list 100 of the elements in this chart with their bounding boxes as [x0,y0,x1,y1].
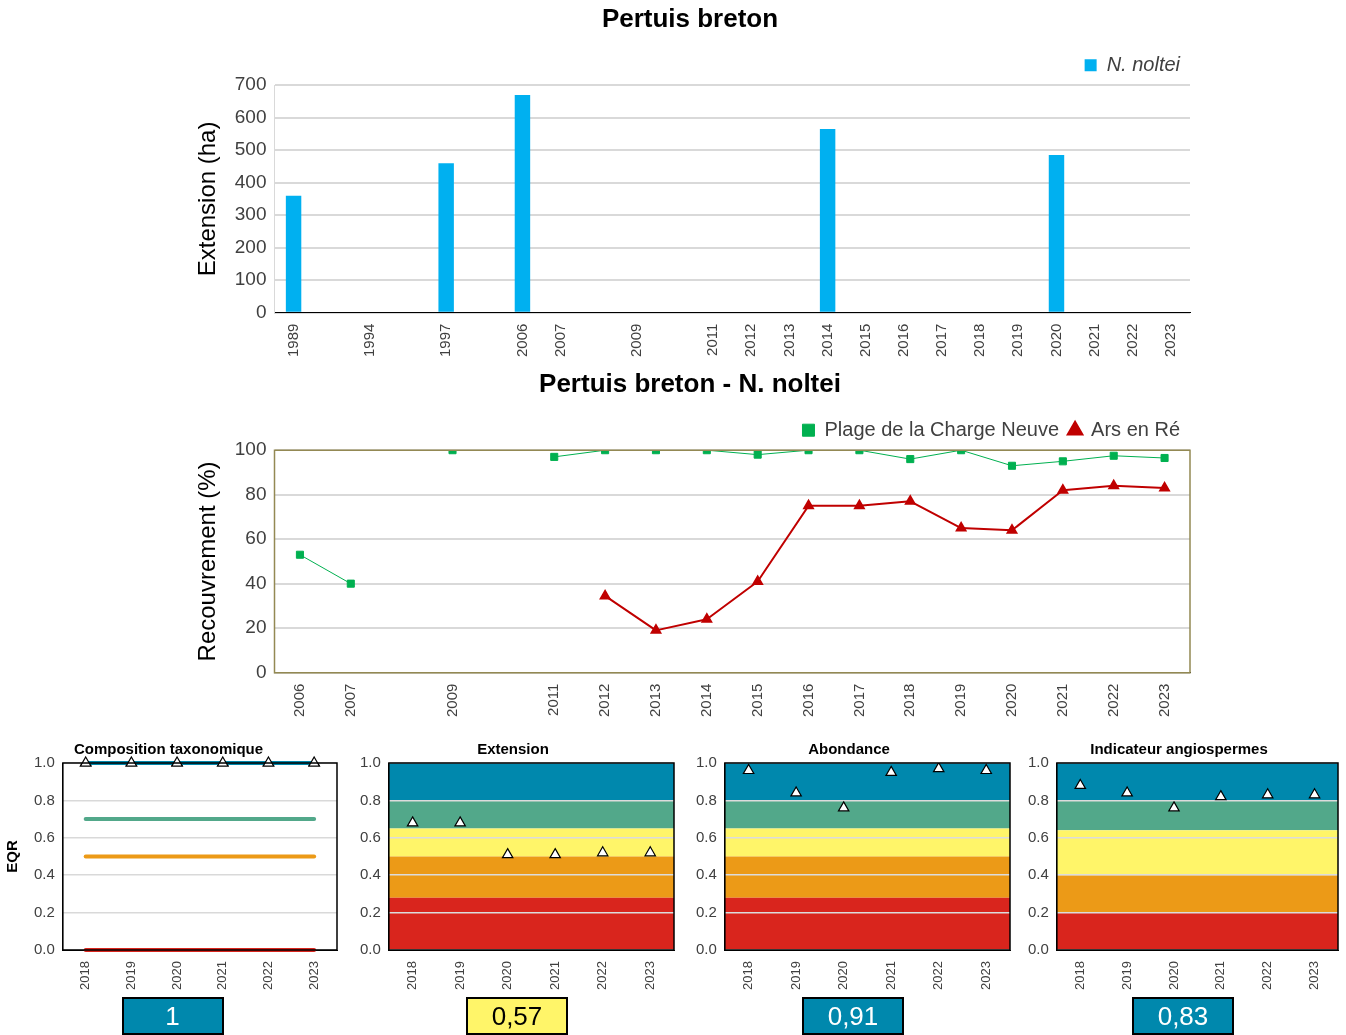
x-tick-label: 2022 [594,961,610,990]
y-tick-label: 200 [234,235,267,257]
x-tick-label: 2018 [740,961,756,990]
x-tick-label: 2023 [1161,323,1179,358]
chart-title: Composition taxonomique [73,740,264,758]
x-tick-label: 2021 [1212,961,1228,990]
y-tick-label: 0.2 [33,902,55,920]
x-tick-label: 2019 [1008,323,1026,358]
x-tick-label: 2018 [900,683,918,718]
y-axis-title: Extension (ha) [193,121,221,277]
x-tick-label: 2019 [787,961,803,990]
y-tick-label: 0.4 [1027,865,1049,883]
y-axis-title: Recouvrement (%) [193,461,221,662]
y-tick-label: 600 [234,105,267,127]
x-tick-label: 2007 [340,683,358,718]
y-tick-label: 100 [234,438,267,460]
text: 1 [121,997,224,1035]
y-tick-label: 1.0 [33,753,55,771]
y-tick-label: 0.2 [359,902,381,920]
x-tick-label: 2022 [930,961,946,990]
y-tick-label: 0.0 [33,940,55,958]
legend-label: Ars en Ré [1091,417,1181,440]
text: 0,83 [1132,997,1234,1035]
x-tick-label: 2013 [646,683,664,718]
y-tick-label: 100 [234,268,267,290]
x-tick-label: 2020 [835,961,851,990]
x-tick-label: 2022 [1259,961,1275,990]
x-tick-label: 2006 [290,683,308,718]
chart-title: Indicateur angiospermes [1090,740,1268,758]
x-tick-label: 2022 [1122,323,1140,358]
x-tick-label: 2023 [977,961,993,990]
x-tick-label: 2011 [544,683,562,716]
y-tick-label: 1.0 [359,753,381,771]
y-tick-label: 300 [234,203,267,225]
chart-title: Pertuis breton [601,2,779,33]
x-tick-label: 2012 [595,683,613,718]
x-tick-label: 2015 [747,683,765,718]
x-tick-label: 2023 [1306,961,1322,990]
x-tick-label: 2019 [451,961,467,990]
chart-title: Extension [477,740,549,758]
chart-title: Abondance [808,740,890,758]
y-tick-label: 20 [245,616,267,638]
y-tick-label: 1.0 [1027,753,1049,771]
x-tick-label: 2022 [260,961,276,990]
x-tick-label: 2015 [855,323,873,358]
x-tick-label: 2017 [932,323,950,358]
x-tick-label: 2014 [817,323,835,358]
y-tick-label: 700 [234,73,267,95]
y-tick-label: 0.8 [33,790,55,808]
x-tick-label: 2009 [627,323,645,358]
x-tick-label: 2021 [1052,683,1070,718]
x-tick-label: 2019 [122,961,138,990]
x-tick-label: 2023 [641,961,657,990]
x-tick-label: 2011 [703,323,721,356]
y-tick-label: 0.6 [359,827,381,845]
x-tick-label: 2016 [798,683,816,718]
y-tick-label: 0.8 [359,790,381,808]
x-tick-label: 2018 [1071,961,1087,990]
legend-label: Plage de la Charge Neuve [824,417,1060,440]
text: 0,57 [466,997,568,1035]
y-tick-label: 0.4 [33,865,55,883]
y-tick-label: 0.2 [695,902,717,920]
x-tick-label: 2014 [696,683,714,718]
x-tick-label: 2021 [214,961,230,990]
x-tick-label: 2023 [305,961,321,990]
x-tick-label: 2020 [1165,961,1181,990]
x-tick-label: 2020 [1046,323,1064,358]
y-tick-label: 0.0 [695,940,717,958]
x-tick-label: 2021 [1084,323,1102,358]
chart-title: Pertuis breton - N. noltei [539,367,841,398]
x-tick-label: 2006 [512,323,530,358]
y-tick-label: 60 [245,527,267,549]
y-tick-label: 0.2 [1027,902,1049,920]
y-tick-label: 0 [255,300,267,322]
x-tick-label: 2020 [168,961,184,990]
y-tick-label: 1.0 [695,753,717,771]
x-tick-label: 2021 [882,961,898,990]
y-tick-label: 80 [245,482,267,504]
x-tick-label: 2021 [546,961,562,990]
x-tick-label: 2007 [550,323,568,358]
y-tick-label: 0.4 [359,865,381,883]
y-tick-label: 0.6 [1027,827,1049,845]
x-tick-label: 2016 [894,323,912,358]
x-tick-label: 2018 [404,961,420,990]
x-tick-label: 2012 [741,323,759,358]
y-tick-label: 0.6 [695,827,717,845]
y-tick-label: 0.0 [1027,940,1049,958]
legend-label: N. noltei [1106,52,1181,75]
x-tick-label: 2018 [970,323,988,358]
x-tick-label: 2022 [1103,683,1121,718]
y-tick-label: 500 [234,138,267,160]
x-tick-label: 2019 [951,683,969,718]
x-tick-label: 2009 [442,683,460,718]
x-tick-label: 2020 [1002,683,1020,718]
y-tick-label: 0.6 [33,827,55,845]
x-tick-label: 2013 [779,323,797,358]
x-tick-label: 1994 [360,323,378,358]
x-tick-label: 2017 [849,683,867,718]
y-tick-label: 40 [245,571,267,593]
x-tick-label: 2018 [77,961,93,990]
